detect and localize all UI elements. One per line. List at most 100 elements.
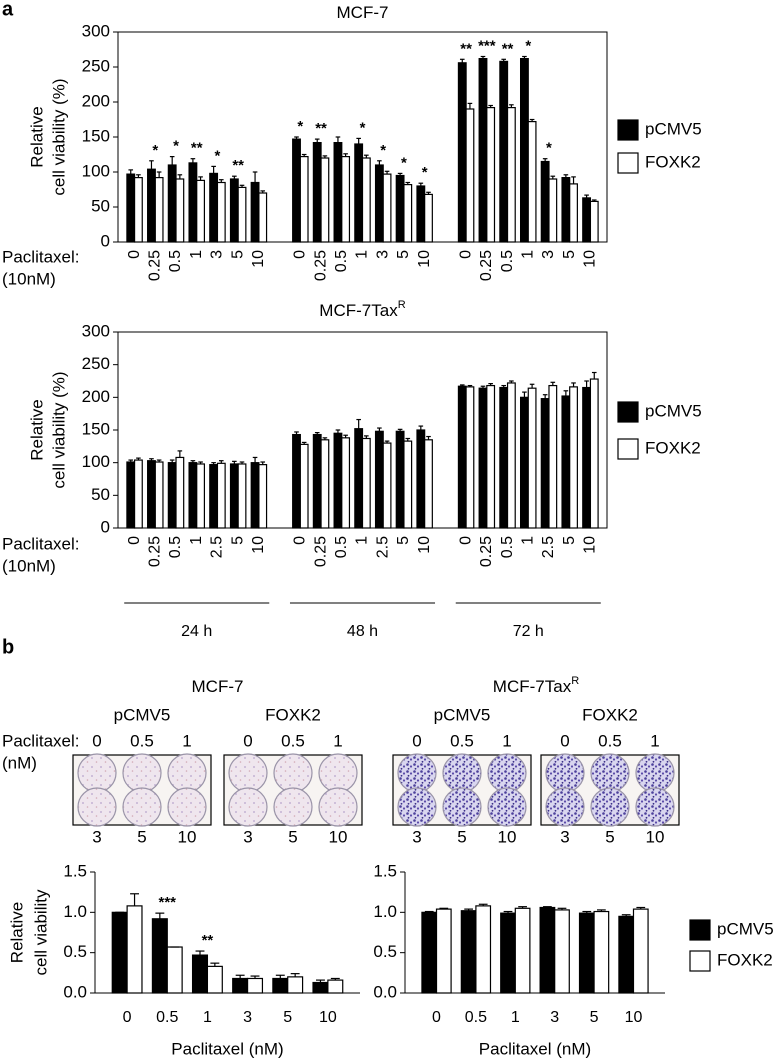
bar xyxy=(457,62,467,243)
x-tick-label: 0.25 xyxy=(312,536,329,567)
well-dose: 1 xyxy=(502,731,511,750)
error-bar xyxy=(464,908,473,911)
significance: * xyxy=(215,147,221,164)
error-bar xyxy=(211,165,216,174)
x-tick-label: 10 xyxy=(250,536,267,554)
well-dose: 10 xyxy=(646,827,665,846)
panel-label: b xyxy=(2,636,14,658)
error-bar xyxy=(459,58,465,63)
error-bar xyxy=(384,440,390,444)
bar xyxy=(582,386,592,529)
bar xyxy=(486,384,496,529)
error-bar xyxy=(488,104,493,108)
error-bar xyxy=(636,906,646,910)
legend-swatch xyxy=(617,119,639,141)
bar xyxy=(209,464,219,529)
error-bar xyxy=(542,158,548,162)
bar xyxy=(589,378,599,529)
well-dose: 3 xyxy=(243,827,252,846)
error-bar xyxy=(218,179,224,183)
error-bar xyxy=(467,102,473,109)
well-dose: 0.5 xyxy=(281,731,305,750)
well xyxy=(397,787,437,827)
error-bar xyxy=(301,153,307,157)
x-tick-label: 5 xyxy=(283,1009,292,1026)
error-bar xyxy=(239,461,245,464)
bar xyxy=(229,178,239,243)
error-bar xyxy=(198,176,203,181)
x-tick-label: 0 xyxy=(457,250,474,259)
error-bar xyxy=(384,170,390,175)
error-bar xyxy=(239,184,245,188)
error-bar xyxy=(480,385,486,389)
bar xyxy=(514,907,531,994)
bar xyxy=(246,977,264,994)
x-tick-label: 10 xyxy=(416,250,433,268)
x-tick-label: 0.25 xyxy=(478,536,495,567)
significance: ** xyxy=(202,932,214,949)
x-axis-label: Paclitaxel (nM) xyxy=(171,1039,283,1058)
error-bar xyxy=(563,390,569,397)
plate-group-title: MCF-7TaxR xyxy=(493,675,579,697)
error-bar xyxy=(509,104,514,108)
y-tick-label: 250 xyxy=(82,354,110,373)
error-bar xyxy=(405,181,411,185)
x-tick-label: 3 xyxy=(209,250,226,259)
chart-title-text: MCF-7Tax xyxy=(319,301,398,320)
error-bar xyxy=(275,974,285,979)
significance: ** xyxy=(315,120,327,137)
error-bar xyxy=(294,136,299,140)
legend-swatch xyxy=(617,152,639,174)
y-tick-label: 1.0 xyxy=(63,902,87,921)
bar xyxy=(133,459,143,529)
significance: ** xyxy=(460,40,472,57)
plate-condition: pCMV5 xyxy=(434,705,491,724)
well xyxy=(397,753,437,793)
bar xyxy=(540,160,550,243)
well xyxy=(122,787,162,827)
bar xyxy=(382,442,392,529)
x-tick-label: 0 xyxy=(123,1009,132,1026)
error-bar xyxy=(426,435,431,440)
bar xyxy=(561,395,571,529)
legend-swatch xyxy=(689,950,711,972)
bar xyxy=(618,915,635,994)
error-bar xyxy=(501,58,507,62)
x-tick-label: 0.5 xyxy=(167,250,184,272)
plate-condition: FOXK2 xyxy=(582,705,638,724)
well xyxy=(545,787,585,827)
well-dose: 10 xyxy=(178,827,197,846)
well xyxy=(545,753,585,793)
bar xyxy=(460,910,477,994)
bar xyxy=(147,460,156,529)
error-bar xyxy=(584,194,589,198)
well xyxy=(167,787,207,827)
bar xyxy=(354,428,364,529)
group-label: 72 h xyxy=(513,623,544,640)
error-bar xyxy=(136,457,141,461)
bar xyxy=(188,462,198,529)
bar xyxy=(424,439,433,529)
error-bar xyxy=(397,428,403,432)
plate-group-title-text: MCF-7 xyxy=(192,677,244,696)
bar xyxy=(465,386,475,529)
bar xyxy=(216,181,226,243)
error-bar xyxy=(557,907,567,910)
bar xyxy=(206,965,223,994)
x-tick-label: 3 xyxy=(540,250,557,259)
bar xyxy=(540,398,550,529)
bar xyxy=(147,168,156,243)
bar xyxy=(424,193,433,243)
bar xyxy=(250,181,260,243)
well xyxy=(77,787,117,827)
well xyxy=(590,753,630,793)
error-bar xyxy=(155,912,165,919)
error-bar xyxy=(418,182,424,186)
well-dose: 10 xyxy=(329,827,348,846)
well xyxy=(318,753,358,793)
error-bar xyxy=(315,979,325,983)
error-bar xyxy=(314,432,320,435)
significance: * xyxy=(297,118,303,135)
legend-label: FOXK2 xyxy=(645,152,701,171)
